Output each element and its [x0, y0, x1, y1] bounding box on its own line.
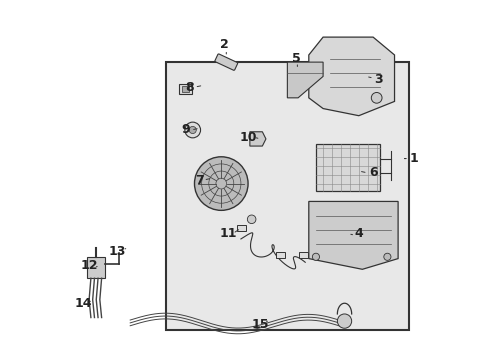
Text: 12: 12	[80, 259, 98, 272]
Bar	[275, 252, 285, 258]
Circle shape	[383, 253, 390, 260]
Text: 14: 14	[74, 297, 92, 310]
Text: 3: 3	[373, 73, 382, 86]
Bar	[236, 225, 245, 231]
Circle shape	[194, 157, 247, 210]
Bar	[179, 84, 191, 94]
Circle shape	[370, 93, 381, 103]
Bar	[87, 257, 105, 278]
Circle shape	[184, 122, 200, 138]
Text: 7: 7	[195, 174, 204, 186]
FancyBboxPatch shape	[214, 54, 237, 70]
Text: 2: 2	[220, 38, 229, 51]
Text: 9: 9	[181, 123, 189, 136]
Text: 11: 11	[219, 227, 237, 240]
Circle shape	[189, 126, 196, 134]
Text: 4: 4	[354, 227, 363, 240]
Circle shape	[312, 253, 319, 260]
Circle shape	[247, 215, 255, 224]
FancyBboxPatch shape	[165, 62, 408, 330]
Bar	[182, 86, 188, 91]
Circle shape	[337, 314, 351, 328]
Text: 13: 13	[109, 245, 126, 258]
Text: 15: 15	[251, 318, 269, 331]
Bar	[299, 252, 307, 258]
Text: 5: 5	[291, 52, 300, 65]
Polygon shape	[315, 144, 380, 191]
Text: 6: 6	[368, 166, 377, 179]
Polygon shape	[308, 202, 397, 269]
Polygon shape	[249, 132, 265, 146]
Polygon shape	[287, 62, 323, 98]
Text: 1: 1	[409, 152, 418, 165]
Text: 10: 10	[239, 131, 256, 144]
Text: 8: 8	[184, 81, 193, 94]
Polygon shape	[308, 37, 394, 116]
